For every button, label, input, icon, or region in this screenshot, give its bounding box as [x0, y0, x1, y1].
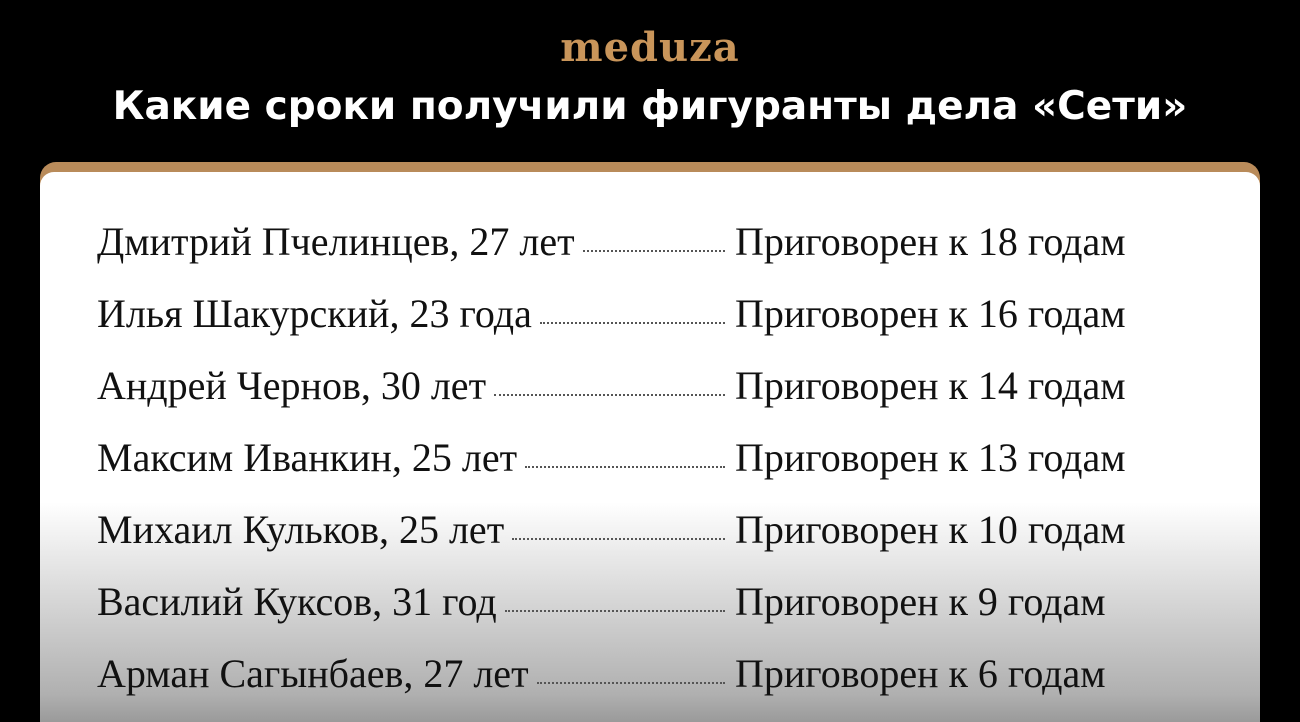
sentence: Приговорен к 13 годам — [735, 435, 1126, 480]
dot-leader — [537, 682, 725, 684]
dot-leader — [512, 538, 725, 540]
sentence: Приговорен к 18 годам — [735, 219, 1126, 264]
sentence: Приговорен к 6 годам — [735, 651, 1106, 696]
defendant-name: Максим Иванкин, 25 лет — [97, 435, 518, 480]
dot-leader — [505, 610, 725, 612]
dot-leader — [494, 394, 725, 396]
defendant-name: Михаил Кульков, 25 лет — [97, 507, 505, 552]
list-item: Михаил Кульков, 25 лет Приговорен к 10 го… — [97, 500, 1197, 560]
meduza-logo: meduza — [560, 24, 740, 71]
dot-leader — [525, 466, 725, 468]
list-item: Арман Сагынбаев, 27 лет Приговорен к 6 го… — [97, 644, 1197, 704]
sentence: Приговорен к 10 годам — [735, 507, 1126, 552]
sentence: Приговорен к 14 годам — [735, 363, 1126, 408]
page-title: Какие сроки получили фигуранты дела «Сет… — [112, 84, 1188, 129]
list-item: Дмитрий Пчелинцев, 27 лет Приговорен к 18… — [97, 212, 1197, 272]
defendant-name: Дмитрий Пчелинцев, 27 лет — [97, 219, 575, 264]
dot-leader — [540, 322, 725, 324]
defendant-name: Илья Шакурский, 23 года — [97, 291, 532, 336]
list-item: Василий Куксов, 31 год Приговорен к 9 год… — [97, 572, 1197, 632]
list-item: Максим Иванкин, 25 лет Приговорен к 13 го… — [97, 428, 1197, 488]
defendant-name: Андрей Чернов, 30 лет — [97, 363, 487, 408]
sentence: Приговорен к 9 годам — [735, 579, 1106, 624]
defendant-name: Василий Куксов, 31 год — [97, 579, 497, 624]
sentences-list — [40, 172, 1260, 722]
sentences-card — [40, 162, 1260, 722]
sentence: Приговорен к 16 годам — [735, 291, 1126, 336]
defendant-name: Арман Сагынбаев, 27 лет — [97, 651, 529, 696]
list-item: Андрей Чернов, 30 лет Приговорен к 14 год… — [97, 356, 1197, 416]
dot-leader — [583, 250, 725, 252]
list-item: Илья Шакурский, 23 года Приговорен к 16 г… — [97, 284, 1197, 344]
